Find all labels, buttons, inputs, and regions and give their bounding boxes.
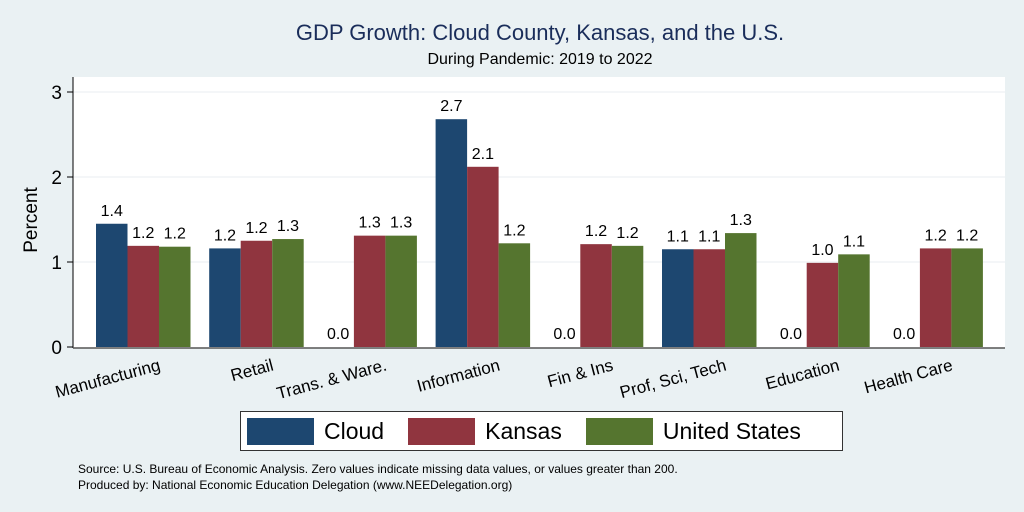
x-tick-label: Fin & Ins: [545, 356, 615, 392]
x-tick-label: Manufacturing: [53, 356, 162, 402]
bar-united-states: [838, 254, 870, 347]
data-label: 1.2: [585, 223, 607, 240]
data-label: 1.2: [132, 225, 154, 242]
data-label: 0.0: [553, 326, 575, 343]
data-label: 1.2: [925, 227, 947, 244]
legend-item-cloud: Cloud: [247, 417, 385, 445]
data-label: 1.4: [101, 203, 123, 220]
x-tick-label: Retail: [229, 356, 276, 386]
bar-kansas: [693, 249, 725, 347]
bar-united-states: [725, 233, 757, 347]
legend-label-united-states: United States: [662, 417, 801, 444]
legend: Cloud Kansas United States: [240, 411, 843, 451]
chart-title: GDP Growth: Cloud County, Kansas, and th…: [295, 20, 785, 45]
data-label: 1.1: [698, 228, 720, 245]
bar-kansas: [580, 244, 612, 347]
data-label: 1.2: [245, 220, 267, 237]
legend-label-cloud: Cloud: [324, 417, 385, 444]
legend-swatch-united-states: [585, 417, 653, 445]
data-label: 1.3: [277, 218, 299, 235]
bar-cloud: [435, 119, 468, 347]
bar-kansas: [353, 235, 386, 347]
bar-united-states: [951, 248, 983, 347]
data-label: 1.3: [359, 215, 381, 232]
bar-kansas: [127, 245, 159, 347]
data-label: 0.0: [327, 326, 349, 343]
chart-notes: Source: U.S. Bureau of Economic Analysis…: [78, 461, 678, 493]
bar-kansas: [240, 240, 273, 347]
x-tick-label: Education: [764, 356, 842, 394]
data-label: 1.2: [503, 222, 525, 239]
data-label: 1.1: [843, 233, 865, 250]
data-label: 1.2: [164, 226, 186, 243]
data-label: 1.2: [616, 225, 638, 242]
legend-swatch-cloud: [247, 417, 314, 445]
legend-item-united-states: United States: [585, 417, 801, 445]
legend-label-kansas: Kansas: [485, 417, 562, 444]
y-tick-label: 3: [51, 83, 62, 104]
y-tick-label: 0: [51, 338, 62, 359]
x-tick-label: Trans. & Ware.: [275, 356, 389, 404]
data-label: 0.0: [780, 326, 802, 343]
y-axis-label: Percent: [21, 187, 42, 253]
y-tick-label: 1: [51, 253, 62, 274]
x-tick-label: Information: [415, 356, 502, 396]
legend-swatch-kansas: [408, 417, 476, 445]
bar-cloud: [209, 248, 241, 347]
data-label: 0.0: [893, 326, 915, 343]
x-tick-label: Health Care: [862, 356, 955, 398]
y-tick-label: 2: [51, 168, 62, 189]
bar-kansas: [919, 248, 952, 347]
bar-united-states: [272, 239, 304, 347]
data-label: 1.3: [390, 215, 412, 232]
bar-kansas: [467, 166, 499, 347]
data-label: 1.1: [667, 228, 689, 245]
data-label: 2.7: [440, 98, 462, 115]
data-label: 1.3: [730, 212, 752, 229]
bar-cloud: [96, 223, 128, 347]
legend-item-kansas: Kansas: [408, 417, 562, 445]
producer-note: Produced by: National Economic Education…: [78, 478, 513, 492]
data-label: 1.2: [956, 227, 978, 244]
bar-cloud: [662, 249, 694, 347]
bar-united-states: [611, 245, 644, 347]
data-label: 1.0: [811, 242, 833, 259]
chart-subtitle: During Pandemic: 2019 to 2022: [427, 51, 653, 68]
bar-kansas: [806, 262, 839, 347]
bar-united-states: [385, 235, 417, 347]
data-label: 1.2: [214, 227, 236, 244]
source-note: Source: U.S. Bureau of Economic Analysis…: [78, 462, 678, 476]
bar-united-states: [498, 243, 531, 347]
x-tick-label: Prof, Sci, Tech: [618, 356, 728, 403]
bar-united-states: [159, 246, 191, 347]
data-label: 2.1: [472, 146, 494, 163]
